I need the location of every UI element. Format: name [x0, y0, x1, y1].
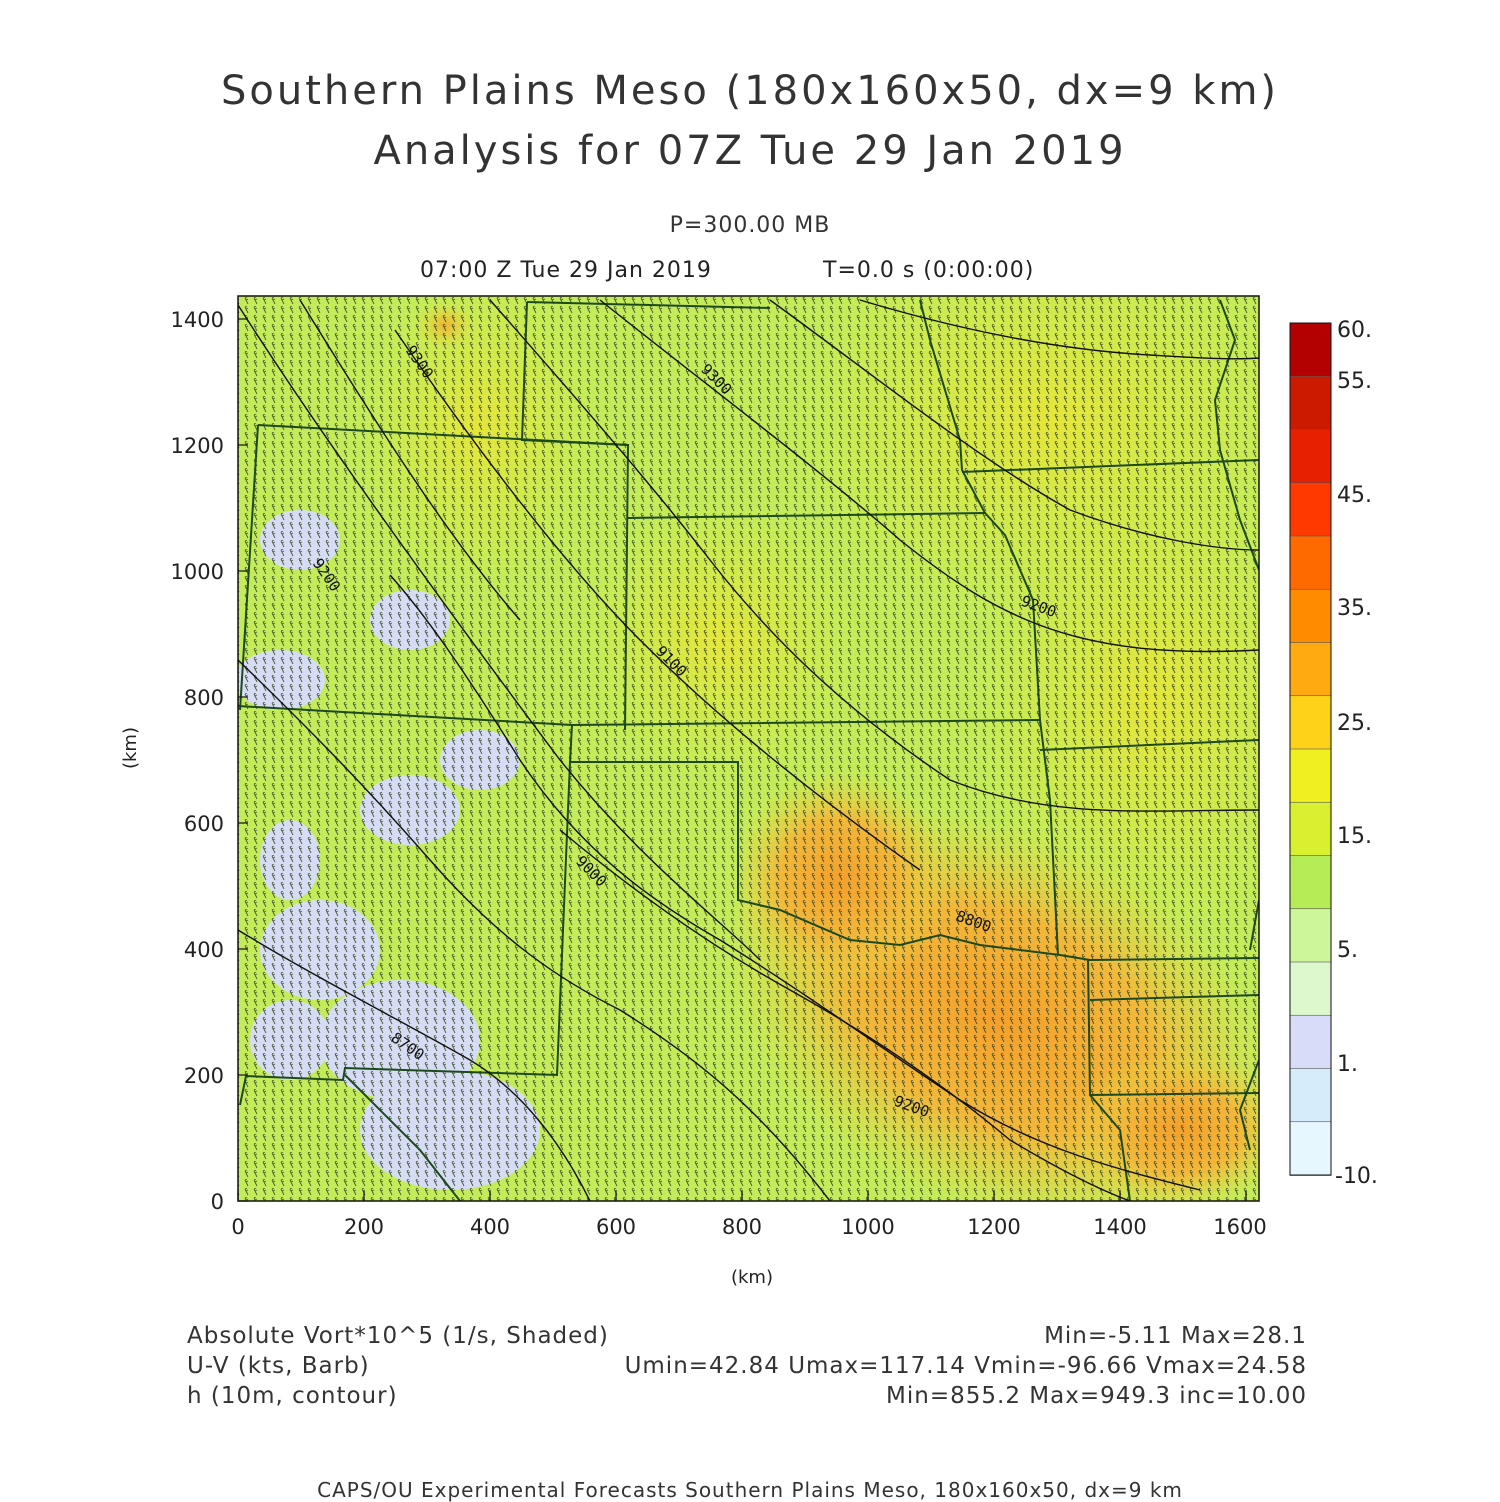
colorbar-segment — [1289, 748, 1332, 804]
colorbar-segment — [1289, 801, 1332, 857]
colorbar-segment — [1289, 908, 1332, 963]
colorbar-label: 55. — [1337, 369, 1372, 394]
colorbar-segment — [1289, 1121, 1332, 1176]
y-tick-label: 1400 — [171, 308, 224, 332]
colorbar-segment — [1289, 695, 1332, 750]
colorbar-label: 15. — [1337, 824, 1372, 849]
colorbar-frame — [1289, 322, 1332, 1176]
x-tick-label: 600 — [596, 1215, 636, 1239]
colorbar-label: 60. — [1337, 318, 1372, 343]
y-tick-label: 200 — [184, 1064, 224, 1088]
colorbar-segment — [1289, 322, 1332, 378]
x-tick-label: 200 — [344, 1215, 384, 1239]
colorbar-label: 5. — [1337, 938, 1358, 963]
colorbar-segment — [1289, 1068, 1332, 1123]
y-tick-label: 400 — [184, 938, 224, 962]
x-tick-label: 1400 — [1093, 1215, 1146, 1239]
x-tick-label: 1600 — [1213, 1215, 1266, 1239]
x-tick-label: 800 — [722, 1215, 762, 1239]
height-contours — [238, 299, 1259, 1201]
y-tick-label: 1000 — [171, 560, 224, 584]
colorbar-label: 25. — [1337, 711, 1372, 736]
x-tick-label: 400 — [470, 1215, 510, 1239]
shaded-field — [238, 296, 1259, 1201]
forecast-time: T=0.0 s (0:00:00) — [823, 258, 1035, 283]
x-axis-label: (km) — [731, 1267, 773, 1288]
title-line-2: Analysis for 07Z Tue 29 Jan 2019 — [373, 128, 1127, 174]
colorbar-segment — [1289, 855, 1332, 910]
x-tick-label: 1200 — [967, 1215, 1020, 1239]
legend-contour-field: h (10m, contour) — [187, 1383, 398, 1409]
pressure-level: P=300.00 MB — [669, 213, 831, 238]
colorbar — [1289, 322, 1332, 1176]
tick-marks — [237, 318, 1247, 1202]
colorbar-segment — [1289, 535, 1332, 591]
y-tick-label: 600 — [184, 812, 224, 836]
colorbar-segment — [1289, 642, 1332, 697]
colorbar-label: 45. — [1337, 483, 1372, 508]
footer-credit: CAPS/OU Experimental Forecasts Southern … — [317, 1478, 1183, 1502]
colorbar-segment — [1289, 588, 1332, 644]
y-tick-label: 800 — [184, 686, 224, 710]
valid-time: 07:00 Z Tue 29 Jan 2019 — [420, 258, 712, 283]
colorbar-labels: 60. 55. 45. 35. 25. 15. 5. 1. -10. — [1335, 318, 1378, 1189]
y-tick-label: 1200 — [171, 434, 224, 458]
colorbar-segment — [1289, 375, 1332, 431]
y-tick-labels: 0 200 400 600 800 1000 1200 1400 — [171, 308, 224, 1214]
y-tick-label: 0 — [211, 1190, 224, 1214]
colorbar-segment — [1289, 429, 1332, 484]
x-tick-labels: 0 200 400 600 800 1000 1200 1400 1600 — [231, 1215, 1266, 1239]
state-boundaries — [238, 299, 1259, 1201]
legend-barb-field: U-V (kts, Barb) — [187, 1353, 370, 1379]
x-tick-label: 1000 — [841, 1215, 894, 1239]
title-line-1: Southern Plains Meso (180x160x50, dx=9 k… — [220, 68, 1280, 114]
legend-contour-minmax: Min=855.2 Max=949.3 inc=10.00 — [886, 1383, 1307, 1409]
x-tick-label: 0 — [231, 1215, 244, 1239]
legend-shaded-field: Absolute Vort*10^5 (1/s, Shaded) — [187, 1323, 609, 1349]
legend-barb-minmax: Umin=42.84 Umax=117.14 Vmin=-96.66 Vmax=… — [624, 1353, 1307, 1379]
plot-frame — [237, 295, 1260, 1202]
colorbar-segment — [1289, 482, 1332, 537]
colorbar-segment — [1289, 1014, 1332, 1070]
colorbar-label: -10. — [1335, 1164, 1378, 1189]
colorbar-label: 35. — [1337, 596, 1372, 621]
legend-shaded-minmax: Min=-5.11 Max=28.1 — [1044, 1323, 1307, 1349]
colorbar-segment — [1289, 961, 1332, 1017]
colorbar-label: 1. — [1337, 1052, 1358, 1077]
y-axis-label: (km) — [120, 727, 141, 769]
